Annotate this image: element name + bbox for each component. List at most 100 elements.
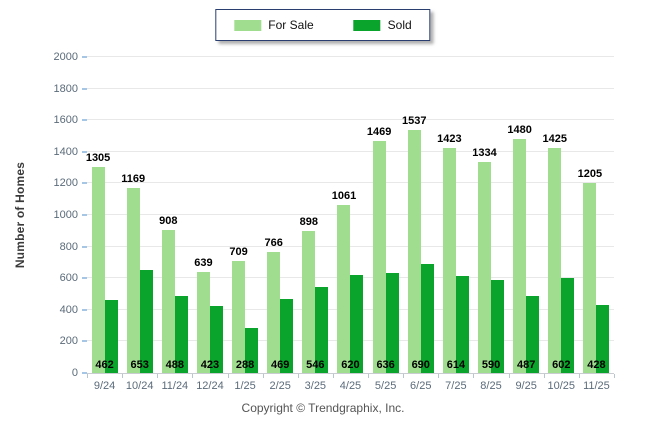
x-axis-label-1/25: 1/25: [234, 380, 256, 392]
bar-group-6/25: 1537 690 6/25: [402, 57, 438, 392]
x-axis-label-11/24: 11/24: [161, 380, 189, 392]
sold-bar: [315, 286, 329, 373]
sold-bar: [174, 295, 188, 373]
x-axis-label-5/25: 5/25: [374, 380, 397, 392]
sold-bar: [139, 269, 153, 373]
sold-bar: [350, 275, 364, 373]
sold-swatch-icon: [353, 19, 381, 31]
bar-group-3/25: 898 546 3/25: [298, 57, 333, 392]
y-axis-tick-2000: [82, 56, 87, 58]
sold-value-label: 288: [235, 359, 255, 371]
for-sale-bar: 1469: [367, 126, 391, 373]
y-axis-tick-600: [82, 277, 87, 280]
y-axis-label-0: 0: [71, 367, 78, 379]
bar-group-11/24: 908 488 11/24: [157, 57, 192, 392]
for-sale-value-label: 1305: [85, 151, 111, 164]
for-sale-bar: 898: [300, 216, 318, 373]
sold-bar: [420, 263, 434, 373]
sold-bar: [455, 276, 469, 373]
x-axis-label-9/25: 9/25: [515, 380, 537, 392]
bar-group-8/25: 1334 590 8/25: [472, 57, 508, 392]
for-sale-value-label: 1537: [402, 115, 427, 128]
legend: For Sale Sold: [215, 9, 431, 41]
gridline-1200: [87, 182, 614, 184]
x-axis-label-10/25: 10/25: [547, 380, 576, 392]
bar-group-12/24: 639 423 12/24: [192, 57, 227, 392]
sold-value-label: 620: [341, 359, 360, 371]
y-axis-tick-200: [82, 340, 87, 343]
x-axis-label-2/25: 2/25: [269, 380, 291, 392]
y-axis-label-200: 200: [59, 335, 78, 348]
x-axis-tick: [578, 374, 580, 378]
y-axis-tick-0: [82, 372, 87, 374]
sold-value-label: 546: [306, 359, 325, 371]
sold-bar: [561, 277, 575, 373]
y-axis-tick-800: [82, 245, 87, 248]
for-sale-bar: 1061: [332, 190, 356, 373]
y-axis-label-1400: 1400: [53, 145, 78, 158]
y-axis-tick-400: [82, 308, 87, 311]
x-axis-tick: [157, 374, 159, 378]
sold-value-label: 602: [552, 359, 571, 371]
x-axis-label-10/24: 10/24: [125, 380, 154, 392]
legend-item-for-sale: For Sale: [234, 18, 314, 32]
y-axis-label-1200: 1200: [53, 177, 78, 190]
y-axis-label-800: 800: [59, 240, 78, 253]
x-axis-label-6/25: 6/25: [410, 380, 432, 392]
sold-value-label: 487: [516, 359, 536, 371]
x-axis-label-4/25: 4/25: [339, 380, 362, 392]
sold-value-label: 488: [165, 359, 184, 371]
y-axis-label-1000: 1000: [53, 209, 78, 221]
for-sale-value-label: 1061: [331, 190, 357, 203]
for-sale-value-label: 908: [159, 214, 178, 227]
x-axis-tick: [87, 374, 88, 378]
gridline-1600: [87, 119, 614, 121]
x-axis-tick: [192, 374, 194, 378]
for-sale-bar: 1205: [578, 168, 602, 373]
y-axis-label-1600: 1600: [53, 114, 78, 127]
y-axis-tick-1600: [82, 119, 87, 122]
x-axis-tick: [614, 374, 615, 378]
sold-value-label: 590: [481, 359, 501, 371]
sold-bar: [245, 327, 259, 373]
bar-group-9/24: 1305 462 9/24: [86, 57, 122, 392]
for-sale-value-label: 898: [299, 216, 319, 229]
for-sale-bar: 908: [159, 215, 178, 373]
y-axis-tick-1800: [82, 87, 87, 90]
bar-group-11/25: 1205 428 11/25: [578, 57, 614, 392]
for-sale-bar: 1169: [121, 173, 145, 373]
y-axis-tick-1000: [82, 214, 87, 216]
x-axis-label-7/25: 7/25: [445, 380, 467, 392]
y-axis-title: Number of Homes: [13, 161, 27, 269]
sold-value-label: 636: [376, 359, 395, 371]
for-sale-value-label: 1423: [437, 133, 462, 146]
y-axis-label-400: 400: [59, 303, 78, 316]
for-sale-bar: 1423: [437, 133, 462, 373]
x-axis-tick: [227, 374, 229, 378]
gridline-800: [87, 245, 614, 247]
bar-group-1/25: 709 288 1/25: [228, 57, 263, 392]
for-sale-bar: 766: [265, 237, 283, 373]
for-sale-bar: 1305: [86, 152, 110, 373]
sold-bar: [385, 272, 399, 373]
for-sale-bar: 639: [194, 257, 213, 373]
sold-bar: [209, 306, 223, 373]
x-axis-tick: [297, 374, 299, 378]
gridline-1400: [87, 150, 614, 152]
x-axis-tick: [122, 374, 124, 378]
bar-group-10/25: 1425 602 10/25: [543, 57, 579, 392]
for-sale-value-label: 639: [194, 257, 213, 270]
bar-group-5/25: 1469 636 5/25: [367, 57, 403, 392]
sold-value-label: 423: [200, 359, 220, 371]
gridline-2000: [87, 56, 614, 57]
y-axis-label-2000: 2000: [53, 51, 78, 63]
for-sale-bar: 1480: [507, 124, 532, 373]
sold-value-label: 653: [130, 359, 149, 371]
for-sale-value-label: 1169: [121, 173, 146, 186]
for-sale-bar: 1334: [472, 147, 497, 373]
for-sale-value-label: 1480: [507, 124, 532, 137]
x-axis-label-12/24: 12/24: [196, 380, 224, 392]
for-sale-bar: 1425: [543, 133, 567, 373]
sold-value-label: 690: [411, 359, 430, 371]
